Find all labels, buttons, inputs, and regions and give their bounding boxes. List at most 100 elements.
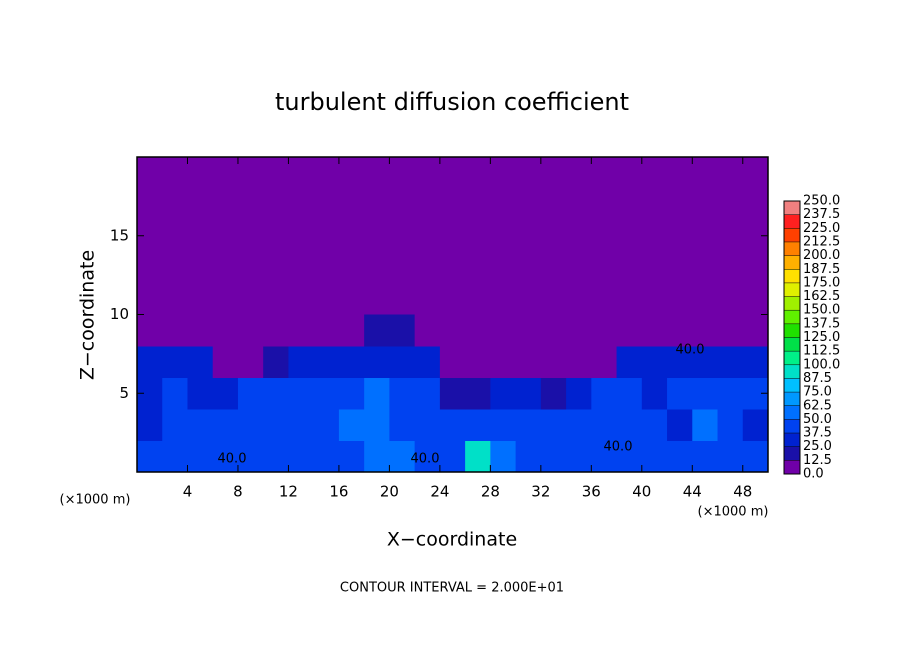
x-tick-label: 32 <box>531 483 550 501</box>
heat-cell <box>439 440 466 473</box>
heat-cell <box>515 409 542 441</box>
heat-cell <box>742 314 769 347</box>
y-tick-label: 5 <box>119 384 129 402</box>
heat-cell <box>288 409 315 441</box>
x-tick-label: 48 <box>733 483 752 501</box>
heat-cell <box>439 377 466 410</box>
heat-cell <box>187 377 214 410</box>
colorbar-label: 250.0 <box>803 194 840 209</box>
heat-cell <box>540 346 567 378</box>
heat-cell <box>692 346 719 378</box>
heat-cell <box>263 377 289 410</box>
heat-cell <box>566 346 592 378</box>
colorbar-label: 150.0 <box>803 303 840 318</box>
x-tick-label: 20 <box>380 483 399 501</box>
heat-cell <box>212 409 239 441</box>
heat-cell <box>515 440 542 473</box>
heat-cell <box>641 346 668 378</box>
heat-cell <box>313 409 340 441</box>
x-tick-label: 40 <box>632 483 651 501</box>
colorbar-swatch <box>784 310 800 324</box>
colorbar-swatch <box>784 337 800 352</box>
colorbar-label: 137.5 <box>803 316 840 331</box>
colorbar-swatch <box>784 201 800 215</box>
colorbar-swatch <box>784 378 800 393</box>
heat-cell <box>490 314 517 347</box>
x-unit: (×1000 m) <box>698 505 769 520</box>
heat-cell <box>566 409 592 441</box>
heat-cell <box>313 314 340 347</box>
colorbar-swatch <box>784 405 800 420</box>
heat-cell <box>212 440 239 473</box>
heat-cell <box>313 440 340 473</box>
heat-cell <box>667 314 693 347</box>
heat-cell <box>439 314 466 347</box>
colorbar-swatch <box>784 419 800 434</box>
colorbar-label: 187.5 <box>803 262 840 277</box>
colorbar-label: 212.5 <box>803 234 840 249</box>
colorbar-swatch <box>784 446 800 461</box>
heat-cell <box>364 346 390 378</box>
heat-cell <box>465 409 491 441</box>
heat-cell <box>162 377 188 410</box>
heat-cell <box>212 377 239 410</box>
heat-cell <box>742 409 769 441</box>
heat-cell <box>540 440 567 473</box>
heat-cell <box>338 440 365 473</box>
colorbar-label: 50.0 <box>803 412 832 427</box>
heat-cell <box>137 314 163 347</box>
heat-cell <box>717 409 744 441</box>
x-tick-label: 16 <box>329 483 348 501</box>
heat-cell <box>490 440 517 473</box>
colorbar-swatch <box>784 323 800 338</box>
x-tick-label: 8 <box>233 483 243 501</box>
heat-cell <box>389 377 416 410</box>
heat-cell <box>364 440 390 473</box>
contour-label: 40.0 <box>218 452 247 467</box>
heat-cell <box>490 377 517 410</box>
heat-cell <box>237 314 264 347</box>
heat-cell <box>515 377 542 410</box>
heat-cell <box>591 409 618 441</box>
x-tick-label: 36 <box>582 483 601 501</box>
heat-cell <box>641 440 668 473</box>
heat-cell <box>616 409 643 441</box>
chart-title: turbulent diffusion coefficient <box>275 88 629 116</box>
heat-cell <box>566 377 592 410</box>
x-tick-label: 28 <box>481 483 500 501</box>
colorbar-swatch <box>784 351 800 365</box>
heat-cell <box>566 314 592 347</box>
heat-cell <box>692 314 719 347</box>
y-axis-label: Z−coordinate <box>77 250 99 380</box>
colorbar-label: 100.0 <box>803 357 840 372</box>
x-tick-label: 24 <box>430 483 449 501</box>
heat-cell <box>692 440 719 473</box>
heat-cell <box>137 409 163 441</box>
heat-cell <box>389 346 416 378</box>
heat-cell <box>338 409 365 441</box>
heat-cell <box>667 346 693 378</box>
heat-cell <box>591 377 618 410</box>
heat-cell <box>313 377 340 410</box>
heat-cell <box>137 440 163 473</box>
heat-cell <box>616 377 643 410</box>
footer: CONTOUR INTERVAL = 2.000E+01 <box>340 581 564 596</box>
heat-cell <box>641 377 668 410</box>
heat-cell <box>162 440 188 473</box>
heat-cell <box>540 314 567 347</box>
heat-cell <box>692 377 719 410</box>
heat-cell <box>566 440 592 473</box>
colorbar-label: 237.5 <box>803 207 840 222</box>
colorbar-label: 125.0 <box>803 330 840 345</box>
heat-cell <box>692 409 719 441</box>
heat-cell <box>616 440 643 473</box>
heat-cell <box>717 440 744 473</box>
heat-cell <box>162 409 188 441</box>
y-tick-label: 10 <box>110 305 129 323</box>
heat-cell <box>364 409 390 441</box>
heat-cell <box>616 346 643 378</box>
colorbar-swatch <box>784 460 800 474</box>
heat-cell <box>237 346 264 378</box>
heat-cell <box>389 314 416 347</box>
